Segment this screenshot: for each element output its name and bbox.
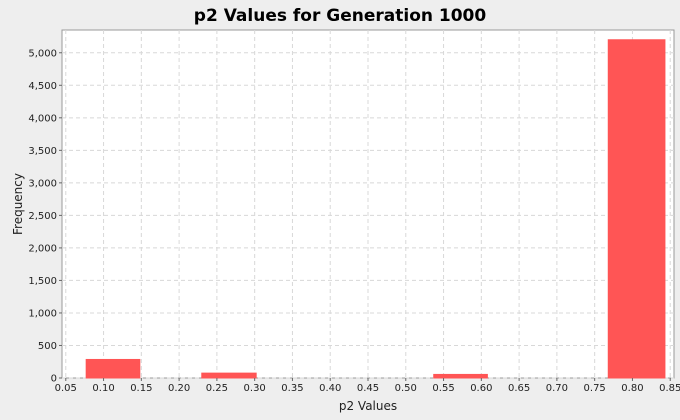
y-tick-label: 0: [51, 374, 57, 385]
y-axis-label: Frequency: [11, 173, 25, 235]
x-tick-label: 0.35: [281, 383, 303, 394]
chart-title: p2 Values for Generation 1000: [194, 6, 487, 26]
x-tick-label: 0.55: [432, 383, 454, 394]
y-tick-label: 2,500: [28, 211, 57, 222]
y-tick-label: 4,000: [28, 113, 57, 124]
x-tick-label: 0.50: [395, 383, 417, 394]
x-tick-label: 0.05: [55, 383, 77, 394]
bars: [85, 39, 666, 379]
x-tick-label: 0.85: [659, 383, 680, 394]
histogram-bar: [85, 358, 141, 379]
x-tick-label: 0.20: [168, 383, 190, 394]
x-tick-label: 0.25: [206, 383, 228, 394]
grid-lines: [62, 30, 674, 379]
y-tick-label: 3,000: [28, 178, 57, 189]
x-tick-label: 0.60: [470, 383, 492, 394]
y-axis-ticks: 0 500 1,000 1,500 2,000 2,500 3,000 3,500 4,000 4…: [28, 48, 62, 385]
histogram-bar: [433, 373, 488, 379]
x-tick-label: 0.75: [584, 383, 606, 394]
x-tick-label: 0.70: [546, 383, 568, 394]
y-tick-label: 2,000: [28, 243, 57, 254]
y-tick-label: 5,000: [28, 48, 57, 59]
x-tick-label: 0.30: [244, 383, 266, 394]
x-tick-label: 0.80: [621, 383, 643, 394]
x-axis-ticks: 0.05 0.10 0.15 0.20 0.25 0.30 0.35 0.40 0.45 0.50…: [55, 378, 680, 394]
y-tick-label: 4,500: [28, 81, 57, 92]
x-tick-label: 0.40: [319, 383, 341, 394]
x-tick-label: 0.10: [92, 383, 114, 394]
x-axis-label: p2 Values: [339, 399, 397, 413]
x-tick-label: 0.15: [130, 383, 152, 394]
x-tick-label: 0.65: [508, 383, 530, 394]
y-tick-label: 1,500: [28, 276, 57, 287]
y-tick-label: 1,000: [28, 308, 57, 319]
histogram-bar: [201, 372, 257, 379]
y-tick-label: 3,500: [28, 146, 57, 157]
x-tick-label: 0.45: [357, 383, 379, 394]
y-tick-label: 500: [38, 341, 57, 352]
histogram-bar: [607, 39, 666, 379]
